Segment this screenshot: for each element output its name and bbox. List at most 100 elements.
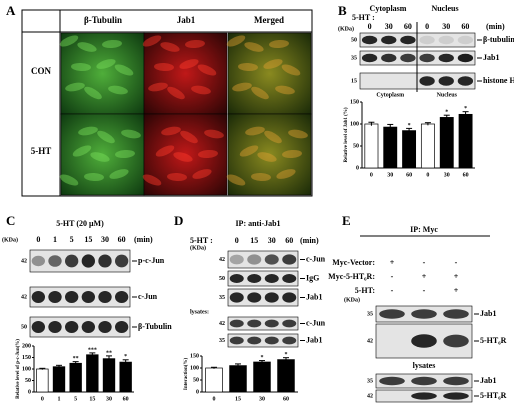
x-tick-label: 60 xyxy=(123,396,129,402)
lane-label: 1 xyxy=(53,235,57,244)
band xyxy=(400,53,416,63)
cell xyxy=(264,130,282,144)
x-tick-label: 15 xyxy=(89,396,95,402)
kda-label: (KDa) xyxy=(2,236,18,243)
lane-label: 30 xyxy=(268,236,276,245)
band-label: β-Tubulin xyxy=(138,322,172,331)
band xyxy=(264,274,279,283)
cell xyxy=(167,172,187,182)
y-tick-label: 0 xyxy=(196,389,199,395)
significance: * xyxy=(261,355,264,361)
significance: *** xyxy=(88,347,97,353)
lane-label: 15 xyxy=(250,236,258,245)
panel-label: D xyxy=(174,213,183,228)
kda-label: (KDa) xyxy=(344,296,360,303)
mw-marker: 42 xyxy=(21,294,27,300)
y-axis-label: Relative level of Jab1 (%) xyxy=(344,107,349,162)
cell xyxy=(155,145,175,157)
band xyxy=(229,274,244,283)
cell xyxy=(84,172,104,182)
band xyxy=(379,376,405,386)
column-header: Jab1 xyxy=(177,15,196,25)
y-tick-label: 200 xyxy=(22,343,31,349)
mw-marker: 35 xyxy=(367,311,373,317)
micrograph xyxy=(143,113,228,196)
band xyxy=(282,336,297,345)
condition-sign: - xyxy=(423,258,426,267)
band xyxy=(264,336,279,345)
group-label: Cytoplasm xyxy=(376,92,404,98)
lane-label: 5 xyxy=(70,235,74,244)
band xyxy=(361,35,378,45)
significance: ** xyxy=(73,356,79,362)
cell xyxy=(59,35,79,47)
band xyxy=(411,334,437,348)
cell xyxy=(84,86,102,100)
cell xyxy=(197,64,217,76)
band xyxy=(381,53,397,63)
blot xyxy=(227,288,299,307)
cell xyxy=(180,130,198,144)
significance: * xyxy=(464,106,467,112)
band xyxy=(65,291,79,303)
condition-label: Myc-5-HT₆R: xyxy=(328,272,375,281)
cell xyxy=(154,62,174,72)
lane-label: 60 xyxy=(118,235,126,244)
cell xyxy=(288,129,308,139)
row-header: CON xyxy=(31,66,52,76)
mw-marker: 35 xyxy=(367,378,373,384)
cell xyxy=(226,35,246,47)
x-tick-label: 30 xyxy=(444,172,450,178)
x-tick-label: 5 xyxy=(74,396,77,402)
band xyxy=(264,319,279,328)
bar xyxy=(439,117,454,169)
band-label: c-Jun xyxy=(306,254,326,263)
band xyxy=(31,291,45,303)
band xyxy=(65,254,79,268)
band xyxy=(282,274,297,283)
cell xyxy=(226,174,246,186)
panel-label: A xyxy=(6,3,16,18)
y-tick-label: 150 xyxy=(350,99,359,105)
band xyxy=(115,254,129,268)
mw-marker: 42 xyxy=(219,321,225,327)
lane-label: 0 xyxy=(235,236,239,245)
cell xyxy=(192,169,212,179)
cell xyxy=(198,149,218,159)
cell xyxy=(191,85,211,95)
condition-sign: + xyxy=(454,286,459,295)
y-tick-label: 150 xyxy=(22,355,31,361)
band xyxy=(264,254,279,265)
band xyxy=(411,376,437,386)
treatment-label: 5-HT : xyxy=(352,13,375,22)
mw-marker: 42 xyxy=(367,393,373,399)
bar xyxy=(458,113,473,169)
cell xyxy=(204,129,224,139)
cell xyxy=(281,64,301,76)
cell xyxy=(185,39,205,49)
y-tick-label: 50 xyxy=(193,377,199,383)
band xyxy=(411,392,437,400)
band-label: 5-HT₆R xyxy=(480,336,507,345)
band xyxy=(438,35,454,45)
significance: * xyxy=(408,123,411,129)
condition-sign: - xyxy=(391,272,394,281)
band xyxy=(264,292,279,303)
band-label: 5-HT₆R xyxy=(480,391,507,400)
band-label: Jab1 xyxy=(306,292,322,301)
y-tick-label: 150 xyxy=(190,353,199,359)
panel-label: C xyxy=(6,213,15,228)
y-tick-label: 0 xyxy=(356,165,359,171)
band xyxy=(400,35,416,45)
treatment-label: 5-HT (20 μM) xyxy=(56,219,104,228)
bar xyxy=(205,367,223,393)
band xyxy=(229,254,244,265)
bar xyxy=(86,354,99,393)
bar xyxy=(420,123,435,169)
band-label: IgG xyxy=(306,273,319,282)
significance: * xyxy=(124,354,127,360)
x-tick-label: 60 xyxy=(463,172,469,178)
x-tick-label: 30 xyxy=(106,396,112,402)
band xyxy=(247,274,262,283)
cell xyxy=(263,59,283,69)
